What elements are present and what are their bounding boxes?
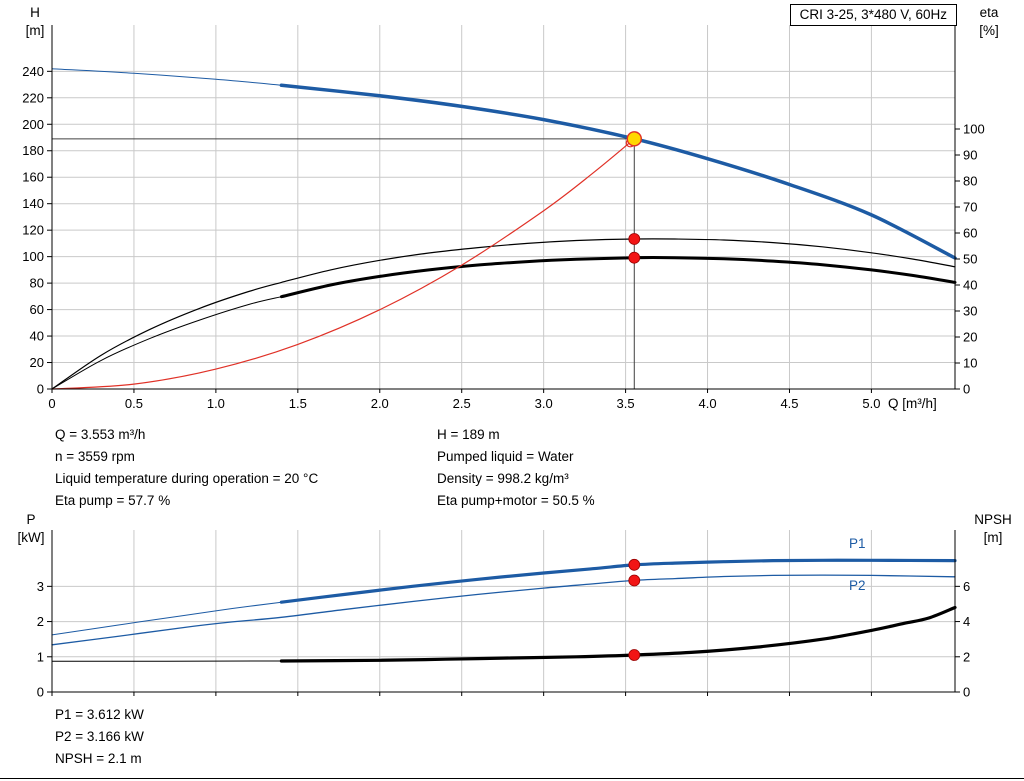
tick-label: 80 (963, 174, 977, 189)
tick-label: 30 (963, 304, 977, 319)
result-p2: P2 = 3.166 kW (55, 729, 144, 744)
tick-label: 60 (963, 226, 977, 241)
tick-label: 240 (22, 64, 44, 79)
tick-label: 10 (963, 356, 977, 371)
p1-curve-label: P1 (849, 536, 866, 551)
tick-label: 2 (963, 649, 970, 664)
tick-label: 200 (22, 117, 44, 132)
tick-label: 160 (22, 170, 44, 185)
tick-label: 4 (963, 614, 970, 629)
tick-label: 40 (30, 329, 44, 344)
tick-label: 5.0 (862, 396, 880, 411)
result-flow: Q = 3.553 m³/h (55, 427, 146, 442)
result-liquid-temperature: Liquid temperature during operation = 20… (55, 471, 319, 486)
tick-label: 1.5 (289, 396, 307, 411)
tick-label: 60 (30, 302, 44, 317)
pump-curve-hq-extension (51, 68, 282, 86)
tick-label: 0 (37, 382, 44, 397)
duty-point[interactable] (626, 131, 642, 147)
result-npsh: NPSH = 2.1 m (55, 751, 142, 766)
tick-label: 180 (22, 143, 44, 158)
npsh-axis-unit: [m] (983, 530, 1003, 545)
tick-label: 0.5 (125, 396, 143, 411)
tick-label: 4.5 (780, 396, 798, 411)
tick-label: 0 (48, 396, 55, 411)
eta-axis-symbol: eta (979, 5, 999, 20)
p2-curve-label: P2 (849, 578, 866, 593)
tick-label: 40 (963, 278, 977, 293)
tick-label: 220 (22, 90, 44, 105)
pump-curve-hq (279, 83, 957, 260)
npsh-axis-symbol: NPSH (974, 512, 1012, 527)
tick-label: 0 (37, 685, 44, 700)
tick-label: 2.0 (371, 396, 389, 411)
tick-label: 6 (963, 579, 970, 594)
tick-label: 100 (963, 122, 985, 137)
tick-label: 3 (37, 579, 44, 594)
eta-pump-motor-curve (279, 256, 957, 299)
tick-label: 20 (963, 330, 977, 345)
p2-curve (51, 574, 956, 646)
tick-label: 2.5 (453, 396, 471, 411)
result-head: H = 189 m (437, 427, 500, 442)
tick-label: 3.5 (617, 396, 635, 411)
tick-label: 2 (37, 614, 44, 629)
pump-title-box: CRI 3-25, 3*480 V, 60Hz (789, 4, 957, 26)
eta-pump-motor-curve-extension (51, 296, 282, 390)
p-axis-symbol: P (26, 512, 36, 527)
tick-label: 120 (22, 223, 44, 238)
tick-label: 4.0 (698, 396, 716, 411)
tick-label: 50 (963, 252, 977, 267)
result-speed: n = 3559 rpm (55, 449, 135, 464)
p-axis-unit: [kW] (17, 530, 45, 545)
result-eta-pump-motor: Eta pump+motor = 50.5 % (437, 493, 595, 508)
operating-point-marker (628, 649, 641, 661)
result-pumped-liquid: Pumped liquid = Water (437, 449, 574, 464)
tick-label: 0 (963, 382, 970, 397)
tick-label: 140 (22, 196, 44, 211)
tick-label: 0 (963, 685, 970, 700)
operating-point-marker (628, 574, 641, 587)
power-results-column: P1 = 3.612 kW P2 = 3.166 kW NPSH = 2.1 m (55, 704, 144, 770)
tick-label: 20 (30, 355, 44, 370)
operating-point-marker (628, 233, 641, 245)
result-eta-pump: Eta pump = 57.7 % (55, 493, 171, 508)
h-axis-unit: [m] (25, 23, 45, 38)
tick-label: 100 (22, 249, 44, 264)
tick-label: 1.0 (207, 396, 225, 411)
p1-curve-extension (51, 601, 282, 636)
duty-results-left-column: Q = 3.553 m³/h n = 3559 rpm Liquid tempe… (55, 424, 318, 512)
operating-point-marker (628, 251, 641, 264)
tick-label: 3.0 (535, 396, 553, 411)
eta-pump-curve (51, 238, 956, 390)
system-curve (51, 138, 635, 390)
duty-results-right-column: H = 189 m Pumped liquid = Water Density … (437, 424, 595, 512)
h-axis-symbol: H (30, 5, 40, 20)
tick-label: 70 (963, 200, 977, 215)
eta-axis-unit: [%] (979, 23, 999, 38)
result-p1: P1 = 3.612 kW (55, 707, 144, 722)
tick-label: 80 (30, 276, 44, 291)
bottom-divider (0, 778, 1024, 779)
q-axis-label: Q [m³/h] (888, 396, 937, 411)
tick-label: 90 (963, 148, 977, 163)
tick-label: 1 (37, 649, 44, 664)
result-density: Density = 998.2 kg/m³ (437, 471, 569, 486)
operating-point-marker (628, 558, 641, 571)
npsh-curve (279, 605, 957, 663)
